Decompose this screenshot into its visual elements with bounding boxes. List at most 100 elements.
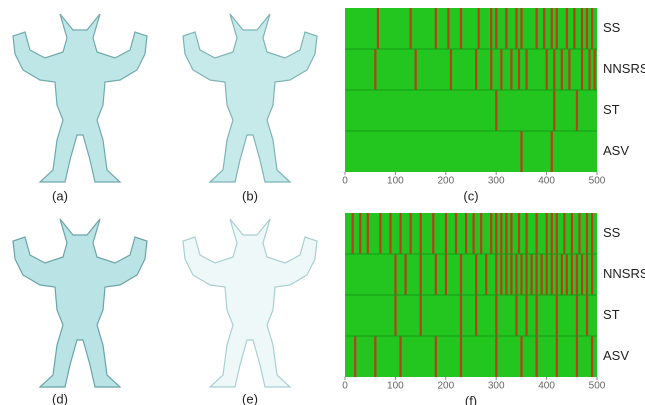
stripe [352,213,354,254]
x-tick-label: 0 [342,381,348,392]
stripe [561,254,563,295]
stripe [525,254,527,295]
stripe [445,254,447,295]
stripe [450,49,452,90]
stripe [571,213,573,254]
stripe [475,254,477,295]
stripe [536,336,538,377]
stripe [432,213,434,254]
stripe [399,213,401,254]
stripe [551,254,553,295]
stripe [490,49,492,90]
stripe [495,336,497,377]
stripe [556,336,558,377]
stripe [374,336,376,377]
stripe [389,213,391,254]
stripe [460,336,462,377]
caption: (b) [242,188,258,203]
stripe [465,213,467,254]
row-label: ST [603,307,620,322]
stripe [435,254,437,295]
stripe [495,295,497,336]
stripe [518,213,520,254]
stripe [475,49,477,90]
caption: (a) [52,188,68,203]
x-tick-label: 0 [342,176,348,187]
caption: (f) [465,393,477,405]
stripe [394,295,396,336]
stripe [553,49,555,90]
stripe [495,90,497,131]
stripe [581,8,583,49]
stripe [374,49,376,90]
stripe [581,49,583,90]
stripe [460,254,462,295]
stripe [485,254,487,295]
stripe [478,8,480,49]
stripe [394,254,396,295]
stripe [510,49,512,90]
page: {"figures": [ {"label": "(a)"}, {"label"… [0,0,645,405]
stripe [541,254,543,295]
stripe [536,213,538,254]
stripe [520,8,522,49]
stripe [525,49,527,90]
stripe [399,336,401,377]
stripe [500,254,502,295]
stripe [490,213,492,254]
stripe [586,213,588,254]
stripe [473,213,475,254]
stripe [551,213,553,254]
caption: (c) [463,188,478,203]
stripe [379,213,381,254]
stripe [480,213,482,254]
row-label: SS [603,225,621,240]
stripe [546,49,548,90]
stripe [520,131,522,172]
stripe [593,49,595,90]
stripe [556,8,558,49]
stripe [520,254,522,295]
mesh [13,219,147,387]
stripe [553,90,555,131]
stripe [445,213,447,254]
stripe [576,295,578,336]
stripe [551,131,553,172]
stripe [515,295,517,336]
stripe [460,8,462,49]
row-label: ASV [603,143,629,158]
stripe [568,49,570,90]
stripe [543,8,545,49]
stripe [578,213,580,254]
stripe [420,213,422,254]
caption: (e) [242,391,258,405]
stripe [586,8,588,49]
x-tick-label: 300 [488,381,505,392]
stripe [420,254,422,295]
stripe [536,254,538,295]
stripe [420,295,422,336]
stripe [505,8,507,49]
stripe [591,213,593,254]
stripe [495,213,497,254]
figure: (a) (b) (d) (e) SSNNSRSSTASV010020030040… [0,0,645,405]
row-label: NNSRS [603,266,645,281]
stripe [490,8,492,49]
stripe [588,49,590,90]
stripe [581,254,583,295]
stripe [591,336,593,377]
stripe [435,8,437,49]
stripe [576,90,578,131]
stripe [510,213,512,254]
x-tick-label: 500 [589,176,606,187]
stripe [435,336,437,377]
stripe [377,8,379,49]
stripe [536,8,538,49]
x-tick-label: 200 [437,176,454,187]
stripe [591,254,593,295]
stripe [546,213,548,254]
stripe [571,254,573,295]
stripe [525,213,527,254]
x-tick-label: 100 [387,176,404,187]
stripe [546,254,548,295]
